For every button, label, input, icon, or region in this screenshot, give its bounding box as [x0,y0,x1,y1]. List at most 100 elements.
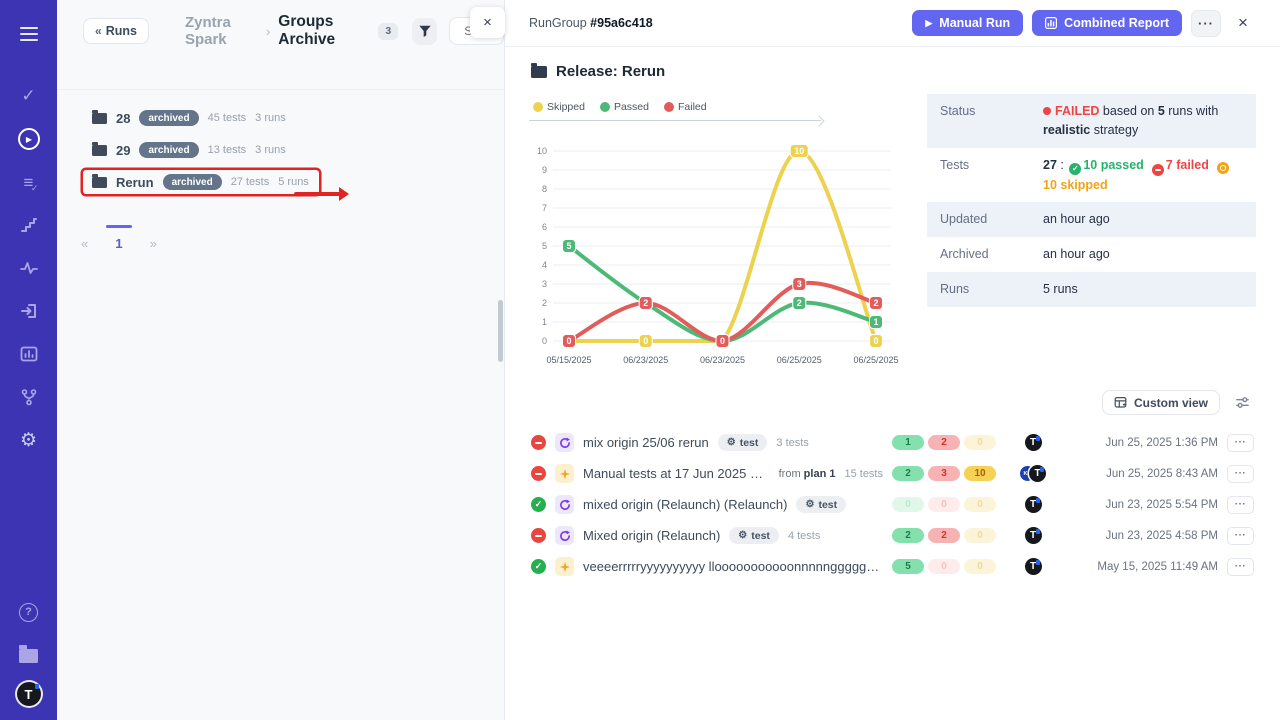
display-settings-button[interactable] [1230,391,1254,415]
avatar-t[interactable]: T [1024,527,1042,544]
group-row-28[interactable]: 28 archived 45 tests 3 runs [83,106,296,130]
legend-passed[interactable]: Passed [599,101,649,113]
play-icon: ▶ [925,17,933,28]
info-row-status: Status FAILED based on 5 runs with reali… [927,94,1256,148]
run-title[interactable]: veeeerrrrryyyyyyyyyy llooooooooooonnnnng… [583,559,883,574]
svg-text:0: 0 [643,336,648,346]
pagination-next-button[interactable]: » [149,236,157,251]
svg-text:06/25/2025: 06/25/2025 [853,355,898,365]
pulse-icon[interactable] [11,250,47,286]
row-more-button[interactable]: ··· [1227,464,1254,483]
avatar-t[interactable]: T [1029,465,1046,482]
row-more-button[interactable]: ··· [1227,526,1254,545]
avatar-t[interactable]: T [1024,558,1042,575]
run-title[interactable]: Manual tests at 17 Jun 2025 10:09 [583,466,770,481]
manual-run-button[interactable]: ▶ Manual Run [912,10,1024,36]
run-row[interactable]: Manual tests at 17 Jun 2025 10:09 from pl… [529,458,1256,489]
run-avatars: KB T [1005,465,1061,482]
breadcrumb-current: Groups Archive [278,13,336,48]
group-name: 29 [116,142,131,158]
svg-text:3: 3 [797,279,802,289]
run-date: Jun 23, 2025 5:54 PM [1105,498,1218,511]
archived-badge: archived [139,110,199,126]
row-more-button[interactable]: ··· [1227,495,1254,514]
more-actions-button[interactable]: ··· [1191,9,1221,37]
groups-panel-header: « Runs Zyntra Spark › Groups Archive 3 [57,0,504,90]
skipped-count-pill: 0 [964,435,996,450]
skipped-count-pill: 0 [964,528,996,543]
scrollbar-thumb[interactable] [498,300,503,362]
groups-count-badge: 3 [378,22,399,40]
hamburger-bars [19,27,38,40]
skipped-circle-icon [1216,161,1229,174]
svg-text:0: 0 [873,336,878,346]
passed-count-pill: 2 [892,466,924,481]
automated-run-icon [555,526,574,545]
breadcrumb-project[interactable]: Zyntra Spark [184,14,231,48]
test-tag-badge: ⚙ test [729,527,779,544]
run-title[interactable]: mix origin 25/06 rerun [583,435,709,450]
failed-count-pill: 0 [928,497,960,512]
group-tests-count: 27 tests [230,176,270,188]
combined-report-button[interactable]: Combined Report [1032,10,1182,36]
group-tests-count: 13 tests [207,144,247,156]
run-row[interactable]: mixed origin (Relaunch) (Relaunch) ⚙test 0… [529,489,1256,520]
folder-glyph [19,645,38,663]
passed-count-pill: 0 [892,497,924,512]
annotation-arrow [294,187,349,200]
help-icon[interactable]: ? [11,594,47,630]
panel-close-button[interactable]: × [470,7,505,38]
detail-body: Release: Rerun Skipped Passed Failed 0 1 2… [505,47,1280,720]
runs-chart-block: Skipped Passed Failed 0 1 2 3 4 5 6 7 8 9 10 05/15/… [529,94,911,376]
svg-text:06/25/2025: 06/25/2025 [777,355,822,365]
release-title: Release: Rerun [531,62,1256,80]
svg-text:10: 10 [537,146,547,156]
svg-text:5: 5 [566,241,571,251]
row-more-button[interactable]: ··· [1227,557,1254,576]
steps-icon[interactable] [11,207,47,243]
group-list: 28 archived 45 tests 3 runs 29 archived 13 tes… [57,90,504,194]
svg-text:2: 2 [873,298,878,308]
group-row-rerun[interactable]: Rerun archived 27 tests 5 runs [83,170,319,194]
from-plan-label: from plan 1 [778,467,836,480]
projects-folder-icon[interactable] [11,638,47,674]
branches-icon[interactable] [11,379,47,415]
pagination-prev-button[interactable]: « [81,236,89,251]
run-group-title: RunGroup #95a6c418 [529,16,653,30]
run-stats: 2 3 10 [892,466,996,481]
run-title[interactable]: Mixed origin (Relaunch) [583,528,721,543]
custom-view-button[interactable]: Custom view [1101,390,1220,415]
test-results-icon[interactable]: ≡ ✓ [11,164,47,200]
passed-count-pill: 1 [892,435,924,450]
groups-panel: « Runs Zyntra Spark › Groups Archive 3 [57,0,505,720]
import-icon[interactable] [11,293,47,329]
analytics-icon[interactable] [11,336,47,372]
folder-icon [92,109,107,124]
avatar-t[interactable]: T [1024,434,1042,451]
svg-text:0: 0 [720,336,725,346]
row-more-button[interactable]: ··· [1227,433,1254,452]
avatar-t[interactable]: T [1024,496,1042,513]
back-to-runs-button[interactable]: « Runs [83,18,149,44]
run-row[interactable]: veeeerrrrryyyyyyyyyy llooooooooooonnnnng… [529,551,1256,582]
settings-gear-icon[interactable]: ⚙ [11,422,47,458]
passed-count-pill: 5 [892,559,924,574]
group-row-29[interactable]: 29 archived 13 tests 3 runs [83,138,296,162]
menu-icon[interactable] [11,16,47,52]
legend-failed[interactable]: Failed [663,101,707,113]
run-title[interactable]: mixed origin (Relaunch) (Relaunch) [583,497,788,512]
checks-icon[interactable]: ✓ [11,78,47,114]
close-detail-button[interactable]: × [1230,10,1256,36]
legend-skipped[interactable]: Skipped [533,101,585,113]
failed-status-icon [531,466,546,481]
user-avatar[interactable]: T [16,682,41,706]
run-row[interactable]: mix origin 25/06 rerun ⚙ test 3 tests 1 2 0 T Ju… [529,427,1256,458]
run-date: Jun 25, 2025 1:36 PM [1105,436,1218,449]
run-group-detail-panel: RunGroup #95a6c418 ▶ Manual Run Combined… [505,0,1280,720]
run-avatars: T [1005,527,1061,544]
run-row[interactable]: Mixed origin (Relaunch) ⚙ test 4 tests 2 2 0 T J… [529,520,1256,551]
pagination-page-1[interactable]: 1 [105,225,133,251]
filter-button[interactable] [412,17,438,45]
play-circle-icon[interactable]: ▶ [11,121,47,157]
svg-text:1: 1 [873,317,878,327]
